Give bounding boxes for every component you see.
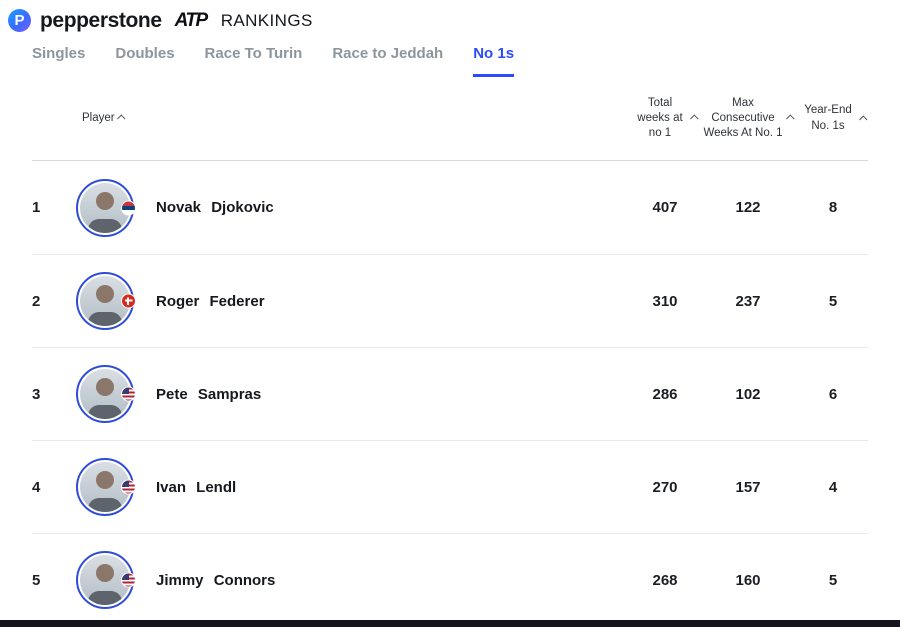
total-weeks-value: 310 <box>652 292 678 310</box>
pepperstone-logo-icon: P <box>8 9 31 32</box>
max-consecutive-value: 102 <box>735 385 761 403</box>
player-rank: 4 <box>32 478 41 496</box>
table-row[interactable]: 1 Novak Djokovic 407 122 8 <box>32 161 868 254</box>
tab-no-1s[interactable]: No 1s <box>473 45 515 77</box>
player-avatar <box>76 365 156 423</box>
player-avatar <box>76 458 156 516</box>
player-rank: 1 <box>32 199 41 216</box>
table-row[interactable]: 2 Roger Federer 310 237 5 <box>32 254 868 347</box>
column-header-label: Total weeks at no 1 <box>637 96 683 140</box>
player-avatar <box>76 178 156 237</box>
atp-logo: ATP <box>174 9 209 31</box>
rankings-tab-bar: Singles Doubles Race To Turin Race to Je… <box>0 34 900 77</box>
player-rank: 5 <box>32 571 41 589</box>
column-header-max-consecutive[interactable]: Max Consecutive Weeks At No. 1 <box>698 96 798 142</box>
total-weeks-value: 270 <box>652 478 678 496</box>
tab-doubles[interactable]: Doubles <box>115 45 175 62</box>
player-avatar <box>76 551 156 609</box>
country-flag-icon <box>121 293 136 309</box>
pepperstone-wordmark: pepperstone <box>40 8 162 32</box>
country-flag-icon <box>121 386 136 402</box>
player-name[interactable]: Jimmy Connors <box>156 571 276 589</box>
sort-caret-icon <box>116 114 126 124</box>
player-name[interactable]: Pete Sampras <box>156 385 262 403</box>
rankings-title: RANKINGS <box>220 10 313 30</box>
country-flag-icon <box>121 479 136 495</box>
player-name[interactable]: Roger Federer <box>156 292 265 310</box>
country-flag-icon <box>121 200 136 215</box>
player-rank: 3 <box>32 385 41 403</box>
max-consecutive-value: 237 <box>735 292 761 310</box>
column-header-total-weeks[interactable]: Total weeks at no 1 <box>632 96 699 142</box>
country-flag-icon <box>121 572 136 588</box>
footer-bar <box>0 620 900 627</box>
table-header-row: Player Total weeks at no 1 Max Consecuti… <box>32 77 868 161</box>
column-header-label: Player <box>82 111 115 124</box>
max-consecutive-value: 160 <box>735 571 761 589</box>
no1s-rankings-table: Player Total weeks at no 1 Max Consecuti… <box>0 77 900 626</box>
total-weeks-value: 268 <box>652 571 678 589</box>
column-header-label: Max Consecutive Weeks At No. 1 <box>703 96 783 140</box>
year-end-value: 6 <box>828 385 838 403</box>
total-weeks-value: 407 <box>652 199 678 216</box>
column-header-year-end[interactable]: Year-End No. 1s <box>798 103 868 133</box>
max-consecutive-value: 122 <box>735 199 761 216</box>
tab-singles[interactable]: Singles <box>32 45 86 62</box>
player-photo <box>80 555 130 605</box>
player-avatar <box>76 272 156 330</box>
player-rank: 2 <box>32 292 41 310</box>
sort-caret-icon <box>859 114 868 124</box>
player-name[interactable]: Ivan Lendl <box>156 478 237 496</box>
year-end-value: 8 <box>828 199 838 216</box>
table-row[interactable]: 5 Jimmy Connors 268 160 5 <box>32 533 868 626</box>
year-end-value: 5 <box>828 292 838 310</box>
sort-caret-icon <box>786 114 795 124</box>
table-row[interactable]: 4 Ivan Lendl 270 157 4 <box>32 440 868 533</box>
tab-race-to-turin[interactable]: Race To Turin <box>204 45 303 62</box>
year-end-value: 4 <box>828 478 838 496</box>
table-row[interactable]: 3 Pete Sampras 286 102 6 <box>32 347 868 440</box>
year-end-value: 5 <box>828 571 838 589</box>
player-photo <box>80 369 130 419</box>
total-weeks-value: 286 <box>652 385 678 403</box>
tab-race-to-jeddah[interactable]: Race to Jeddah <box>332 45 444 62</box>
column-header-label: Year-End No. 1s <box>804 104 852 132</box>
max-consecutive-value: 157 <box>735 478 761 496</box>
brand-header[interactable]: P pepperstone ATP RANKINGS <box>0 0 900 34</box>
player-name[interactable]: Novak Djokovic <box>156 199 274 216</box>
column-header-player[interactable]: Player <box>76 111 632 126</box>
